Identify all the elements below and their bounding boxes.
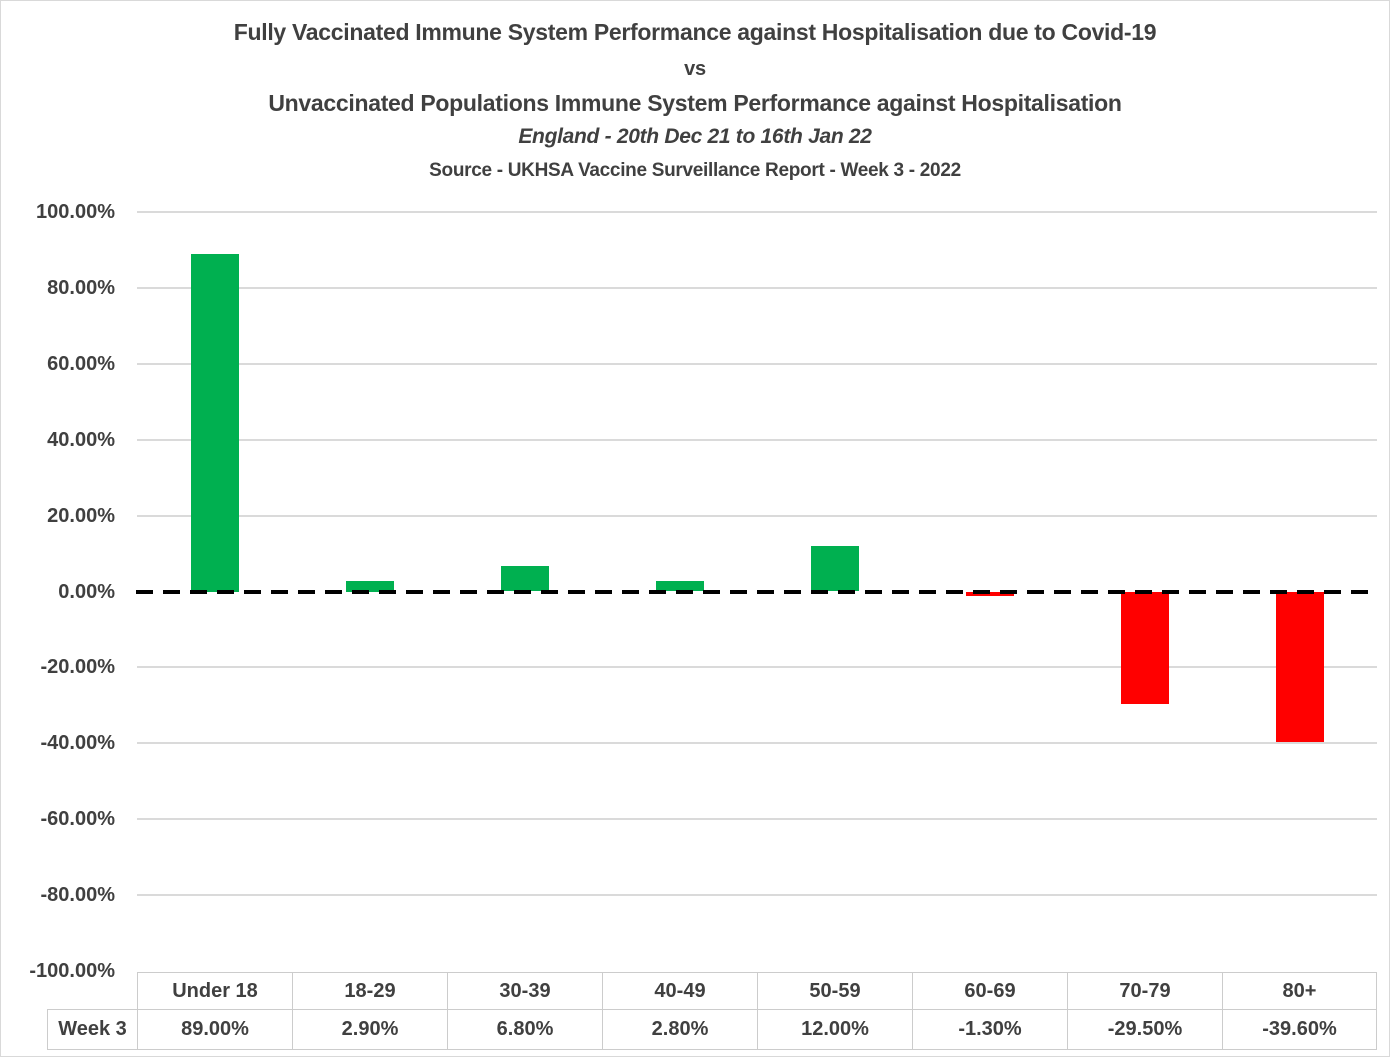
zero-baseline bbox=[136, 589, 1377, 594]
bar-18-29 bbox=[345, 580, 394, 592]
y-axis-label--20: -20.00% bbox=[40, 656, 116, 679]
bar-40-49 bbox=[655, 580, 704, 592]
gridline--40 bbox=[137, 742, 1377, 744]
value-row: Week 3 89.00% 2.90% 6.80% 2.80% 12.00% -1.30% -… bbox=[47, 1009, 1377, 1050]
chart-title-line-2: vs bbox=[684, 58, 706, 80]
category-cell-50-59: 50-59 bbox=[757, 972, 912, 1009]
chart-subtitle-date-range: England - 20th Dec 21 to 16th Jan 22 bbox=[518, 125, 872, 148]
bar-80 bbox=[1275, 591, 1324, 742]
category-cell-30-39: 30-39 bbox=[447, 972, 602, 1009]
category-cell-70-79: 70-79 bbox=[1067, 972, 1222, 1009]
bar-30-39 bbox=[500, 565, 549, 592]
gridline-20 bbox=[137, 515, 1377, 517]
value-cell-80: -39.60% bbox=[1222, 1009, 1377, 1050]
gridline--80 bbox=[137, 894, 1377, 896]
category-cell-80: 80+ bbox=[1222, 972, 1377, 1009]
value-cell-70-79: -29.50% bbox=[1067, 1009, 1222, 1050]
category-cell-40-49: 40-49 bbox=[602, 972, 757, 1009]
value-cell-40-49: 2.80% bbox=[602, 1009, 757, 1050]
category-cell-60-69: 60-69 bbox=[912, 972, 1067, 1009]
gridline--20 bbox=[137, 666, 1377, 668]
gridline-80 bbox=[137, 287, 1377, 289]
category-header-row: Under 18 18-29 30-39 40-49 50-59 60-69 70-79 80… bbox=[137, 972, 1377, 1009]
bar-under-18 bbox=[190, 253, 239, 592]
y-axis-label-60: 60.00% bbox=[47, 352, 115, 375]
gridline-40 bbox=[137, 439, 1377, 441]
y-axis-label--60: -60.00% bbox=[40, 808, 116, 831]
value-cell-under-18: 89.00% bbox=[137, 1009, 292, 1050]
value-cell-60-69: -1.30% bbox=[912, 1009, 1067, 1050]
y-axis-label--80: -80.00% bbox=[40, 884, 116, 907]
value-cell-30-39: 6.80% bbox=[447, 1009, 602, 1050]
bar-50-59 bbox=[810, 545, 859, 592]
y-axis-label-80: 80.00% bbox=[47, 276, 115, 299]
series-label-cell: Week 3 bbox=[47, 1009, 137, 1050]
chart-source-line: Source - UKHSA Vaccine Surveillance Repo… bbox=[429, 160, 961, 181]
y-axis-label--40: -40.00% bbox=[40, 732, 116, 755]
y-axis-label-20: 20.00% bbox=[47, 504, 115, 527]
gridline-60 bbox=[137, 363, 1377, 365]
value-cell-18-29: 2.90% bbox=[292, 1009, 447, 1050]
gridline--60 bbox=[137, 818, 1377, 820]
bar-60-69 bbox=[965, 591, 1014, 597]
chart-title-line-1: Fully Vaccinated Immune System Performan… bbox=[233, 19, 1157, 45]
category-cell-under-18: Under 18 bbox=[137, 972, 292, 1009]
y-axis-label-100: 100.00% bbox=[36, 200, 115, 223]
gridline-100 bbox=[137, 211, 1377, 213]
bar-70-79 bbox=[1120, 591, 1169, 704]
value-cell-50-59: 12.00% bbox=[757, 1009, 912, 1050]
category-cell-18-29: 18-29 bbox=[292, 972, 447, 1009]
chart-title-line-3: Unvaccinated Populations Immune System P… bbox=[268, 90, 1122, 116]
y-axis-label-40: 40.00% bbox=[47, 428, 115, 451]
y-axis-label-0: 0.00% bbox=[58, 580, 115, 603]
y-axis-label--100: -100.00% bbox=[29, 960, 115, 983]
